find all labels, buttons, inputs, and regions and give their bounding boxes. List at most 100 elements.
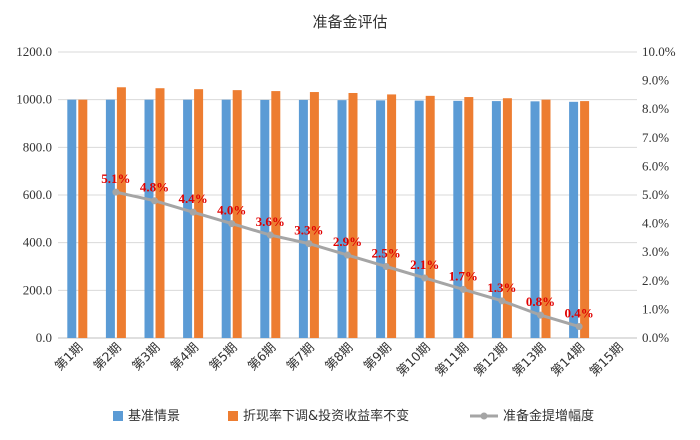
bar-baseline — [569, 101, 579, 338]
y-left-tick-label: 1200.0 — [16, 44, 52, 59]
line-point — [382, 263, 390, 270]
y-right-tick-label: 4.0% — [642, 216, 669, 231]
y-left-tick-label: 1000.0 — [16, 92, 52, 107]
bar-adjusted — [309, 92, 319, 338]
bar-baseline — [260, 99, 270, 338]
data-labels: 5.1% 4.8% 4.4% 4.0% 3.6% 3.3% 2.9% 2.5% 2.1% 1.7%… — [101, 171, 593, 320]
data-label: 2.1% — [410, 257, 439, 272]
x-tick-label: 第3期 — [129, 340, 163, 374]
bar-baseline — [221, 99, 231, 339]
bar-baseline — [298, 99, 308, 338]
y-right-tick-label: 6.0% — [642, 158, 669, 173]
bar-baseline — [530, 101, 540, 339]
line-point — [112, 188, 120, 196]
line-point — [344, 251, 351, 259]
chart-title: 准备金评估 — [312, 13, 387, 31]
y-axis-left: 0.0 200.0 400.0 600.0 800.0 1000.0 1200.0 — [16, 44, 52, 345]
line-point — [189, 208, 197, 216]
y-right-tick-label: 1.0% — [642, 301, 669, 316]
data-label: 1.7% — [449, 268, 478, 283]
y-left-tick-label: 0.0 — [36, 330, 52, 345]
data-label: 4.4% — [178, 191, 207, 206]
bar-baseline — [376, 100, 386, 338]
data-label: 0.4% — [564, 306, 593, 321]
bars — [67, 87, 590, 339]
bar-baseline — [414, 100, 424, 339]
bar-adjusted — [78, 99, 88, 339]
bar-adjusted — [155, 88, 165, 338]
data-label: 1.3% — [487, 280, 516, 295]
bar-baseline — [491, 101, 501, 338]
line-point — [575, 323, 583, 331]
x-tick-label: 第5期 — [206, 340, 240, 374]
bar-baseline — [183, 99, 193, 339]
gridlines — [58, 51, 637, 339]
bar-baseline — [144, 99, 154, 339]
bar-adjusted — [387, 94, 397, 338]
y-right-tick-label: 3.0% — [642, 244, 669, 259]
y-left-tick-label: 600.0 — [23, 187, 52, 202]
x-tick-label: 第7期 — [283, 340, 317, 374]
y-right-tick-label: 0.0% — [642, 330, 669, 345]
line-point — [459, 285, 467, 293]
y-right-tick-label: 9.0% — [642, 73, 669, 88]
x-tick-label: 第6期 — [245, 340, 279, 374]
y-axis-right: 0.0% 1.0% 2.0% 3.0% 4.0% 5.0% 6.0% 7.0% 8.0% 9.0%… — [642, 44, 676, 345]
bar-baseline — [67, 99, 77, 339]
line-point — [537, 311, 544, 319]
bar-adjusted — [464, 97, 474, 338]
x-tick-label: 第9期 — [360, 340, 394, 374]
legend: 基准情景 折现率下调&投资收益率不变 准备金提增幅度 — [113, 408, 594, 424]
x-tick-label: 第1期 — [52, 340, 86, 374]
x-tick-label: 第4期 — [167, 340, 201, 374]
bar-adjusted — [580, 101, 590, 338]
legend-swatch-adjusted — [228, 411, 238, 421]
data-label: 2.5% — [371, 246, 400, 261]
bar-baseline — [453, 100, 463, 338]
y-left-tick-label: 200.0 — [23, 282, 52, 297]
x-tick-label: 第2期 — [90, 340, 124, 374]
x-axis: 第1期 第2期 第3期 第4期 第5期 第6期 第7期 第8期 第9期 第10期 第11期 第12期第… — [52, 340, 626, 380]
y-right-tick-label: 8.0% — [642, 101, 669, 116]
bar-adjusted — [232, 90, 242, 338]
line-point — [421, 274, 429, 282]
bar-adjusted — [502, 98, 512, 338]
x-tick-label: 第10期 — [393, 340, 433, 380]
data-label: 2.9% — [333, 234, 362, 249]
x-tick-label: 第14期 — [548, 340, 588, 380]
y-right-tick-label: 2.0% — [642, 273, 669, 288]
line-point — [305, 240, 313, 248]
line-point — [498, 297, 506, 305]
y-right-tick-label: 5.0% — [642, 187, 669, 202]
data-label: 0.8% — [526, 294, 555, 309]
line-point — [266, 231, 274, 239]
legend-swatch-line-marker — [480, 412, 488, 420]
bar-adjusted — [116, 87, 126, 338]
line-point — [151, 197, 158, 205]
bar-adjusted — [541, 99, 551, 339]
line-point — [228, 220, 236, 228]
data-label: 4.0% — [217, 203, 246, 218]
bar-adjusted — [425, 95, 435, 338]
legend-swatch-baseline — [113, 411, 123, 421]
bar-baseline — [337, 100, 347, 338]
x-tick-label: 第11期 — [432, 340, 472, 380]
x-tick-label: 第13期 — [509, 340, 549, 380]
x-tick-label: 第8期 — [322, 340, 356, 374]
data-label: 5.1% — [101, 171, 130, 186]
y-right-tick-label: 7.0% — [642, 130, 669, 145]
data-label: 3.3% — [294, 223, 323, 238]
y-left-tick-label: 400.0 — [23, 235, 52, 250]
legend-label-baseline: 基准情景 — [128, 409, 180, 424]
legend-label-line: 准备金提增幅度 — [503, 408, 594, 424]
x-tick-label: 第12期 — [470, 340, 510, 380]
bar-adjusted — [271, 91, 281, 338]
bar-baseline — [105, 99, 115, 339]
data-label: 3.6% — [256, 214, 285, 229]
x-tick-label: 第15期 — [586, 340, 626, 380]
line-series — [112, 188, 583, 331]
y-right-tick-label: 10.0% — [642, 44, 676, 59]
y-left-tick-label: 800.0 — [23, 139, 52, 154]
legend-label-adjusted: 折现率下调&投资收益率不变 — [243, 408, 409, 424]
